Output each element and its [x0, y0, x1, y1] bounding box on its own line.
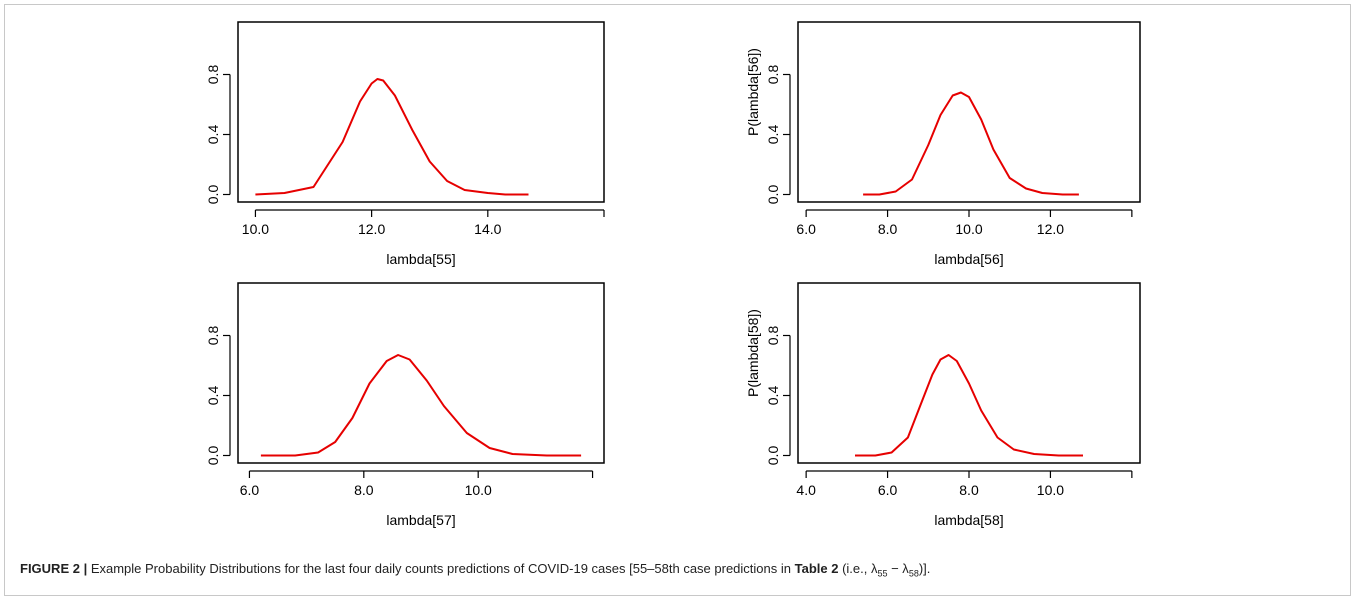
- panel-2-x-tick-label-2: 10.0: [955, 221, 982, 237]
- panel-1-density-line-0: [255, 78, 529, 196]
- panel-2-y-tick-label-2: 0.8: [765, 65, 781, 85]
- panel-2-x-tick-label-1: 8.0: [878, 221, 898, 237]
- panel-4-density-line-0: [855, 354, 1083, 457]
- panel-1-plot-box: [237, 21, 605, 203]
- panel-1-x-axis-label: lambda[55]: [386, 251, 455, 267]
- panel-2-plot-box: [797, 21, 1141, 203]
- panel-3-y-tick-label-2: 0.8: [205, 326, 221, 346]
- caption-text-end: )].: [918, 561, 931, 576]
- panel-2-x-tick-label-0: 6.0: [796, 221, 816, 237]
- panel-2-x-axis-label: lambda[56]: [934, 251, 1003, 267]
- caption-table-ref: Table 2: [794, 561, 839, 576]
- panel-4-x-tick-label-2: 8.0: [959, 482, 979, 498]
- panel-1-x-tick-label-1: 12.0: [358, 221, 385, 237]
- panel-2-y-axis-label: P(lambda[56]): [745, 48, 761, 136]
- panel-3-y-tick-label-0: 0.0: [205, 446, 221, 466]
- panel-4-y-tick-label-1: 0.4: [765, 386, 781, 406]
- panel-1-x-tick-label-2: 14.0: [474, 221, 501, 237]
- figure-canvas: 10.0 12.0 14.0 0.0 0.4 0.8 lambda[55] 6.0 8.0 10.…: [205, 21, 1141, 528]
- panel-4-x-tick-label-1: 6.0: [878, 482, 898, 498]
- caption-text-dash: − λ: [887, 561, 909, 576]
- panel-3-x-tick-label-1: 8.0: [354, 482, 374, 498]
- caption-label: FIGURE 2 |: [20, 561, 88, 576]
- panel-3-x-axis-label: lambda[57]: [386, 512, 455, 528]
- panel-1-x-tick-label-0: 10.0: [242, 221, 269, 237]
- panel-3-plot-box: [237, 282, 605, 464]
- caption-text-before: Example Probability Distributions for th…: [87, 561, 795, 576]
- panel-4-y-tick-label-0: 0.0: [765, 446, 781, 466]
- panel-4-x-tick-label-3: 10.0: [1037, 482, 1064, 498]
- panel-4-y-tick-label-2: 0.8: [765, 326, 781, 346]
- panel-2-density-line-0: [863, 91, 1079, 196]
- panel-3-x-tick-label-0: 6.0: [240, 482, 260, 498]
- panel-4-y-axis-label: P(lambda[58]): [745, 309, 761, 397]
- panel-4-x-axis-label: lambda[58]: [934, 512, 1003, 528]
- panel-2-y-tick-label-0: 0.0: [765, 185, 781, 205]
- figure-caption: FIGURE 2 | Example Probability Distribut…: [20, 560, 1340, 583]
- panel-2-y-tick-label-1: 0.4: [765, 125, 781, 145]
- panel-2-x-tick-label-3: 12.0: [1037, 221, 1064, 237]
- panel-1-y-tick-label-2: 0.8: [205, 65, 221, 85]
- panel-3-density-line-0: [260, 354, 582, 457]
- panel-4-x-tick-label-0: 4.0: [796, 482, 816, 498]
- caption-text-mid: (i.e., λ: [838, 561, 878, 576]
- panel-3-y-tick-label-1: 0.4: [205, 386, 221, 406]
- caption-sub-55: 55: [877, 568, 888, 579]
- panel-4-plot-box: [797, 282, 1141, 464]
- caption-sub-58: 58: [908, 568, 919, 579]
- panel-3-x-tick-label-2: 10.0: [465, 482, 492, 498]
- panel-1-y-tick-label-1: 0.4: [205, 125, 221, 145]
- figure-frame: [4, 4, 1351, 596]
- panel-1-y-tick-label-0: 0.0: [205, 185, 221, 205]
